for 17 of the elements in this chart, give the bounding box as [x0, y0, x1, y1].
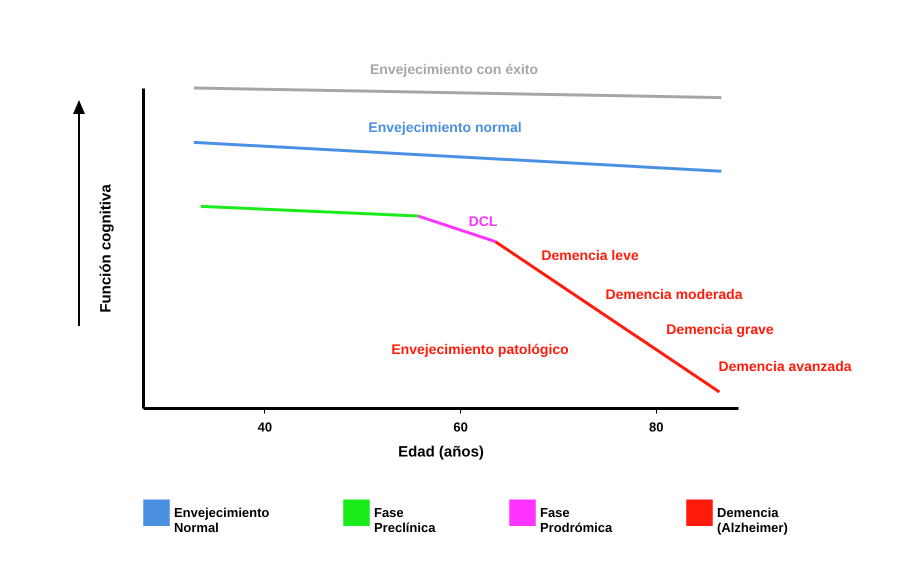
x-tick-label: 60 [453, 420, 468, 434]
annotation: Demencia avanzada [718, 358, 852, 374]
x-tick-label: 40 [258, 420, 272, 434]
legend-label: Demencia (Alzheimer) [717, 504, 788, 535]
annotation: Demencia moderada [606, 286, 743, 302]
y-axis-title: Función cognitiva [98, 184, 114, 313]
legend-label: Fase Prodrómica [540, 504, 614, 535]
annotation: DCL [468, 213, 498, 229]
legend-label: Envejecimiento Normal [174, 504, 270, 535]
legend-label: Fase Preclínica [374, 504, 436, 535]
x-tick-label: 80 [649, 420, 664, 434]
annotation: Envejecimiento patológico [391, 341, 569, 357]
annotation: Demencia grave [666, 321, 774, 337]
text: Envejecimiento con éxito [370, 61, 538, 77]
annotation: Envejecimiento normal [368, 119, 522, 135]
annotation: Demencia leve [541, 247, 639, 263]
x-axis-title: Edad (años) [398, 444, 484, 460]
